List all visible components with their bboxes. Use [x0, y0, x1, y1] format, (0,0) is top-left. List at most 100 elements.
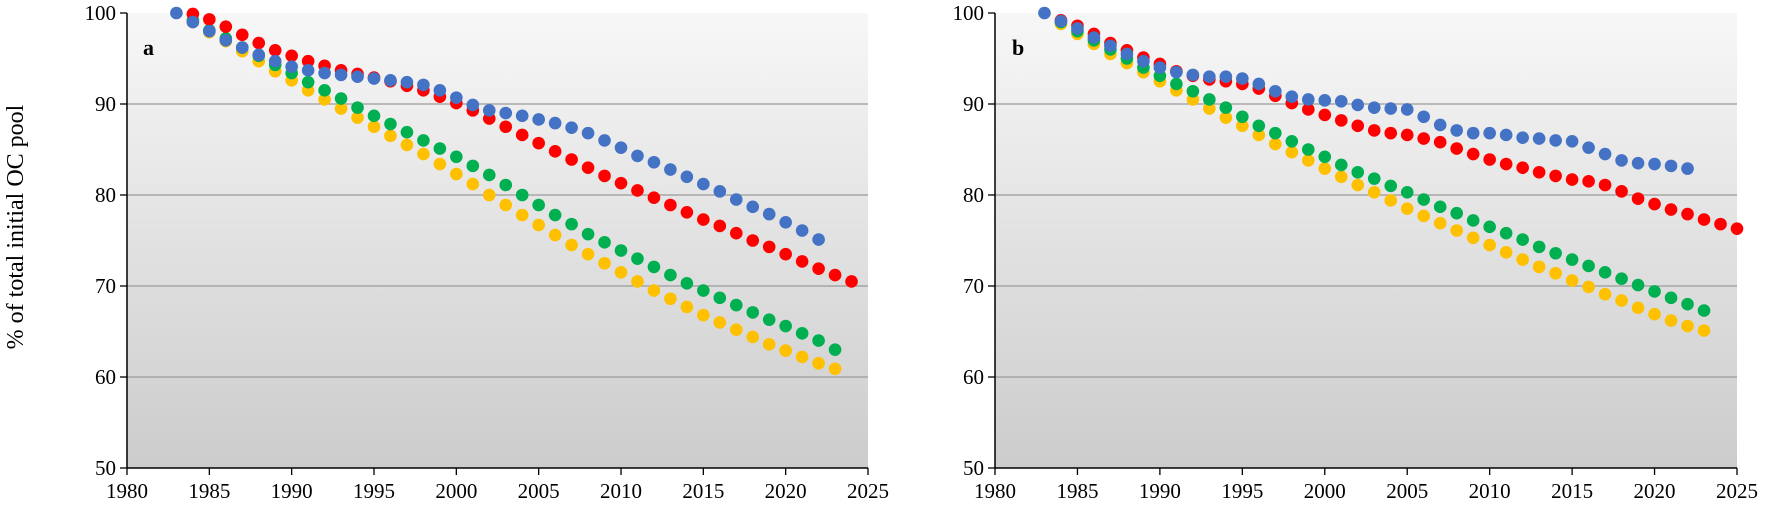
- point-green: [515, 188, 529, 202]
- point-green: [1565, 253, 1579, 266]
- point-green: [482, 168, 496, 182]
- point-green: [795, 327, 809, 340]
- point-blue: [1516, 131, 1529, 144]
- point-yellow: [367, 120, 381, 134]
- point-blue: [1532, 132, 1546, 145]
- point-blue: [219, 34, 233, 47]
- point-yellow: [680, 300, 694, 314]
- point-blue: [1038, 6, 1051, 20]
- point-red: [548, 145, 562, 158]
- point-yellow: [548, 228, 562, 242]
- point-red: [515, 128, 529, 142]
- x-tick-label: 2000: [435, 479, 477, 503]
- point-yellow: [779, 344, 792, 357]
- chart-panel-b: 50 60 70 80 90 100 1980 1985 1990 1995 2000 2005 201…: [953, 1, 1759, 503]
- point-yellow: [1549, 266, 1562, 280]
- point-blue: [1466, 126, 1480, 140]
- point-blue: [1203, 70, 1216, 83]
- point-blue: [762, 207, 776, 221]
- point-yellow: [482, 188, 496, 202]
- point-yellow: [614, 266, 628, 279]
- point-green: [1483, 220, 1496, 234]
- point-green: [1203, 93, 1216, 106]
- point-green: [664, 268, 677, 282]
- point-green: [1499, 226, 1513, 240]
- point-red: [1697, 213, 1711, 226]
- point-yellow: [1252, 128, 1266, 142]
- x-tick-label: 2015: [682, 479, 724, 503]
- point-blue: [515, 109, 529, 123]
- point-red: [713, 219, 727, 233]
- point-green: [1285, 135, 1299, 148]
- point-green: [1367, 172, 1381, 185]
- point-green: [1318, 150, 1332, 164]
- point-red: [828, 268, 842, 282]
- point-red: [1730, 222, 1744, 235]
- point-blue: [1137, 54, 1150, 68]
- point-red: [631, 184, 644, 197]
- x-tick-label: 1990: [1139, 479, 1181, 503]
- point-green: [697, 284, 710, 297]
- x-tick-label: 2000: [1304, 479, 1346, 503]
- point-blue: [1054, 14, 1068, 28]
- point-red: [203, 13, 216, 26]
- x-tick-label: 2020: [765, 479, 807, 503]
- point-yellow: [1203, 102, 1216, 115]
- point-blue: [1598, 147, 1612, 161]
- point-green: [1269, 126, 1282, 140]
- point-yellow: [400, 138, 414, 152]
- point-yellow: [581, 247, 595, 261]
- point-green: [548, 208, 562, 222]
- x-tick-label: 2010: [1469, 479, 1511, 503]
- point-yellow: [1648, 307, 1661, 321]
- point-red: [598, 169, 611, 183]
- x-tick-label: 2025: [1716, 479, 1758, 503]
- point-green: [581, 227, 595, 241]
- point-green: [1384, 179, 1398, 193]
- point-green: [1170, 77, 1183, 91]
- point-green: [614, 244, 628, 257]
- point-green: [631, 252, 644, 265]
- x-tick-label: 1985: [188, 479, 230, 503]
- point-red: [746, 234, 760, 247]
- point-yellow: [647, 284, 661, 297]
- point-blue: [647, 155, 661, 169]
- point-red: [301, 54, 315, 68]
- point-red: [219, 20, 233, 33]
- point-blue: [186, 15, 200, 29]
- point-yellow: [384, 129, 397, 143]
- point-red: [1301, 103, 1315, 116]
- point-green: [828, 343, 842, 357]
- point-green: [598, 236, 611, 249]
- point-green: [318, 84, 331, 97]
- point-yellow: [1269, 137, 1282, 151]
- point-blue: [466, 98, 480, 112]
- point-green: [499, 178, 513, 192]
- point-red: [252, 36, 266, 50]
- point-red: [1483, 153, 1496, 166]
- point-blue: [301, 64, 315, 77]
- point-red: [1351, 119, 1365, 133]
- point-green: [1631, 278, 1645, 292]
- point-green: [417, 134, 430, 147]
- y-tick-label: 80: [95, 183, 116, 207]
- point-red: [532, 136, 545, 150]
- point-blue: [1301, 93, 1315, 106]
- point-green: [779, 319, 792, 333]
- point-blue: [532, 113, 545, 126]
- point-red: [779, 247, 792, 261]
- point-blue: [1631, 156, 1645, 170]
- point-red: [1648, 197, 1661, 211]
- point-red: [1714, 217, 1727, 231]
- point-red: [1367, 124, 1381, 137]
- point-green: [1450, 206, 1463, 220]
- point-blue: [795, 224, 809, 237]
- point-blue: [729, 193, 743, 206]
- plot-area: [127, 13, 868, 468]
- point-green: [384, 117, 397, 131]
- point-green: [680, 276, 694, 290]
- point-yellow: [466, 177, 480, 191]
- point-blue: [1681, 162, 1694, 175]
- point-yellow: [631, 275, 644, 288]
